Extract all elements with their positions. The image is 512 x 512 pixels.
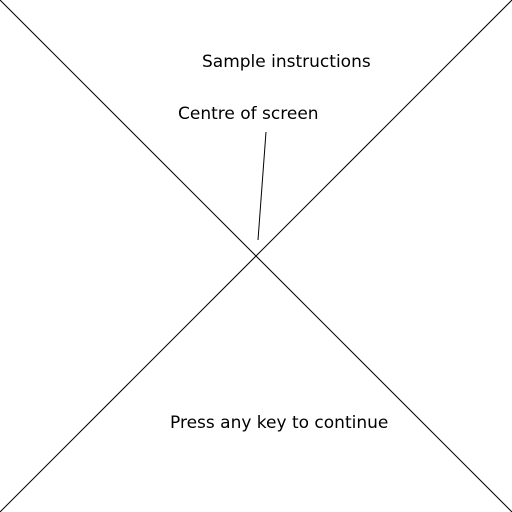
centre-of-screen-label: Centre of screen	[178, 104, 319, 124]
continue-prompt: Press any key to continue	[170, 413, 389, 433]
centre-pointer-line	[257, 131, 267, 241]
instructions-title: Sample instructions	[202, 52, 371, 72]
